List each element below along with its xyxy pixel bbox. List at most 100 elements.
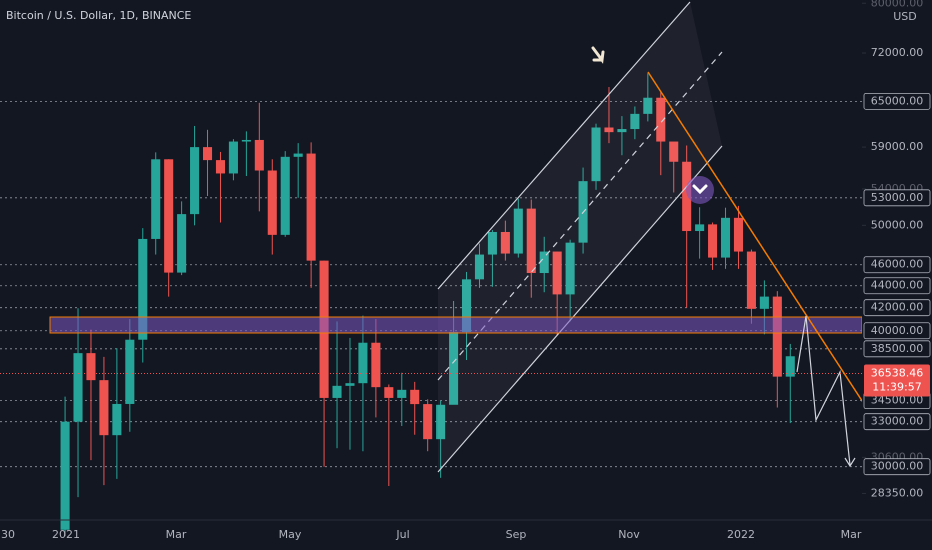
channel-fill [438, 2, 722, 472]
x-tick-label: 2022 [727, 528, 755, 541]
channel-upper [437, 1, 691, 290]
y-tick-label: 50000.00 [871, 218, 924, 231]
x-tick-label: May [279, 528, 302, 541]
candle-body [423, 404, 433, 440]
candle-body [656, 97, 666, 142]
candle-body [138, 238, 148, 340]
y-tick-label: 40000.00 [871, 324, 924, 337]
y-tick-label: 59000.00 [871, 140, 924, 153]
candle-body [604, 127, 614, 133]
marker-icon [692, 184, 708, 195]
drawings [49, 1, 869, 473]
channel-lower [437, 145, 723, 473]
candle-body [410, 389, 420, 405]
candle-body [151, 159, 161, 239]
candle-body [371, 342, 381, 388]
x-tick-label: Nov [618, 528, 640, 541]
candle-body [591, 127, 601, 182]
currency: USD [893, 10, 917, 23]
candle-body [746, 251, 756, 309]
countdown: 11:39:57 [872, 381, 921, 394]
candle-body [280, 156, 290, 235]
y-tick-label: 44000.00 [871, 279, 924, 292]
candle-body [332, 385, 342, 398]
candle-body [733, 217, 744, 252]
y-tick-label: 38500.00 [871, 342, 924, 355]
x-tick-label: Sep [506, 528, 527, 541]
x-tick-label: 2021 [52, 528, 80, 541]
last-price-label: 36538.46 [871, 367, 924, 380]
y-tick-label: 33000.00 [871, 415, 924, 428]
y-tick-label: 28350.00 [871, 486, 924, 499]
candle-body [241, 139, 251, 142]
y-tick-label: 72000.00 [871, 46, 924, 59]
chart-title: Bitcoin / U.S. Dollar, 1D, BINANCE [6, 9, 191, 22]
candle-body [617, 129, 627, 133]
candle-body [86, 353, 96, 381]
level-box [863, 322, 931, 340]
candle-body [526, 208, 536, 274]
x-tick-label: Mar [841, 528, 862, 541]
candle-body [565, 242, 575, 295]
candle-body [112, 403, 122, 436]
candle-body [99, 380, 109, 436]
x-tick-label: 30 [1, 528, 15, 541]
candle-body [708, 224, 718, 258]
candle-body [539, 251, 549, 274]
candle-body [630, 113, 640, 130]
candle-body [60, 421, 70, 530]
candle-body [397, 389, 407, 398]
candle-body [461, 279, 472, 332]
y-tick-label: 30000.00 [871, 460, 924, 473]
candle-body [384, 387, 394, 398]
candle-body [785, 356, 795, 377]
candle-body [759, 296, 769, 309]
level-box [863, 92, 931, 110]
level-box [863, 458, 931, 476]
level-box [863, 256, 931, 274]
candle-body [552, 251, 562, 295]
projection [796, 315, 851, 466]
candle-body [190, 147, 200, 215]
candle-body [215, 160, 226, 174]
level-box [863, 299, 931, 317]
candle-body [164, 159, 174, 273]
candle-body [695, 224, 705, 232]
candle-body [513, 208, 523, 254]
candle-body [228, 141, 238, 174]
y-tick-label: 46000.00 [871, 258, 924, 271]
candle-body [125, 339, 135, 404]
candle-body [436, 404, 446, 440]
candle-body [720, 217, 731, 258]
arrow-head [844, 457, 856, 468]
candle-body [306, 153, 316, 261]
candle-body [177, 214, 187, 273]
candle-body [474, 254, 485, 280]
level-box [863, 189, 931, 207]
candle-body [449, 331, 459, 405]
candle-body [682, 161, 692, 232]
zone [49, 316, 863, 334]
y-tick-label: 42000.00 [871, 301, 924, 314]
level-box [863, 340, 931, 358]
y-tick-label: 80000.00 [871, 0, 924, 9]
last-price-box [864, 364, 930, 397]
candle-body [772, 296, 782, 377]
candle-body [202, 147, 213, 161]
level-box [863, 413, 931, 431]
candle-body [254, 139, 264, 171]
y-tick-label: 34500.00 [871, 394, 924, 407]
candle-body [669, 141, 679, 162]
x-tick-label: Jul [395, 528, 409, 541]
candle-body [73, 353, 83, 422]
arrow-icon [591, 46, 605, 64]
level-box [863, 277, 931, 295]
trendline [647, 71, 869, 411]
x-tick-label: Mar [166, 528, 187, 541]
candle-body [500, 231, 510, 254]
y-tick-label: 53000.00 [871, 191, 924, 204]
candle-body [358, 342, 368, 384]
candle-body [293, 153, 303, 157]
